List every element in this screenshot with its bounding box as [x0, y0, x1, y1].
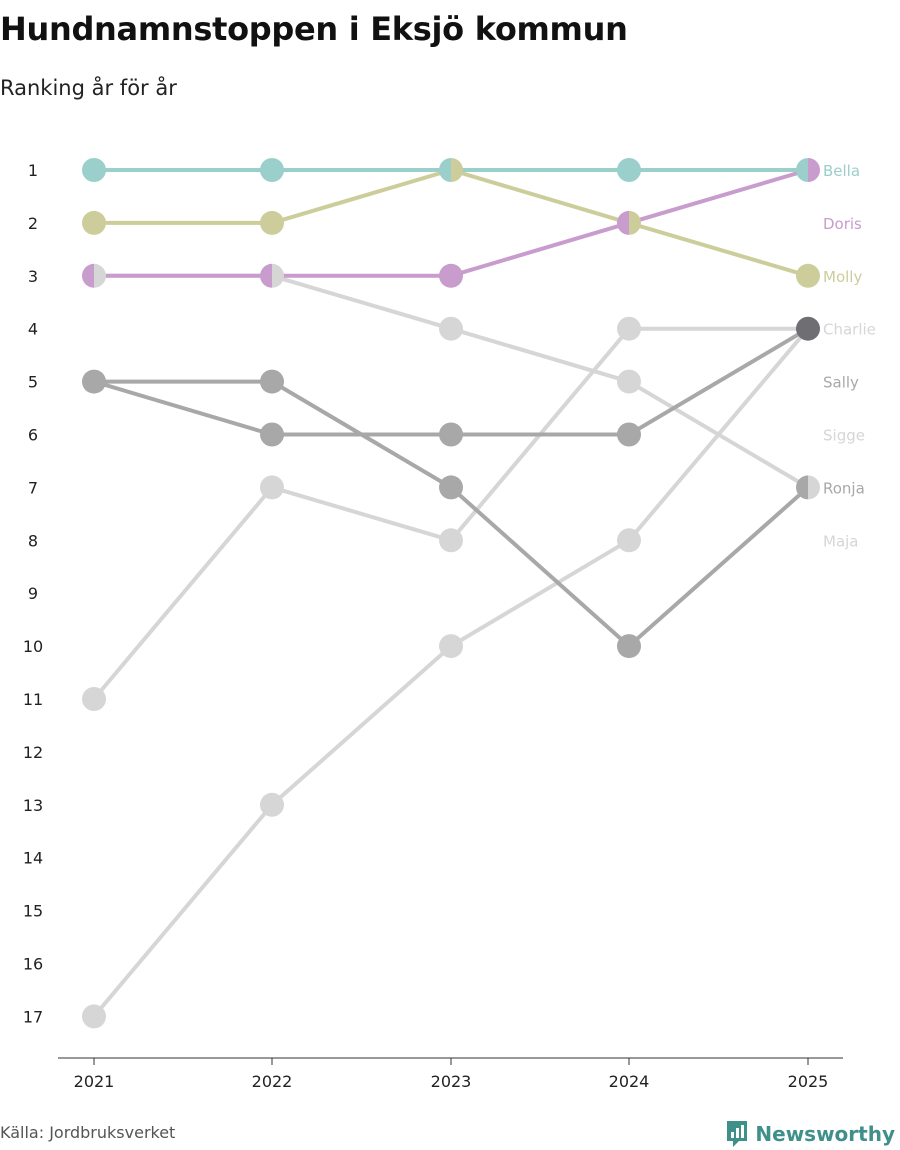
- point-sigge: [617, 316, 641, 341]
- x-tick-label: 2025: [788, 1072, 829, 1091]
- series-line-molly: [92, 168, 810, 278]
- y-tick-label: 3: [28, 267, 38, 286]
- end-label-sigge: Sigge: [823, 427, 865, 445]
- point-charlie: [260, 792, 284, 817]
- end-label-charlie: Charlie: [823, 321, 876, 339]
- point-maja: [94, 263, 107, 288]
- end-label-bella: Bella: [823, 162, 860, 180]
- point-doris: [439, 263, 463, 288]
- end-label-molly: Molly: [823, 268, 862, 286]
- point-molly: [451, 158, 463, 182]
- x-tick-label: 2024: [609, 1072, 650, 1091]
- point-sally: [82, 369, 106, 394]
- end-label-ronja: Ronja: [823, 479, 865, 497]
- point-ronja: [796, 475, 808, 500]
- end-label-maja: Maja: [823, 532, 859, 550]
- y-tick-label: 10: [23, 637, 43, 656]
- point-charlie: [82, 1004, 106, 1029]
- point-doris: [808, 158, 820, 182]
- series-lines: [92, 168, 810, 1019]
- x-tick-label: 2021: [74, 1072, 115, 1091]
- x-axis: 2021 2022 2023 2024 2025: [58, 1057, 843, 1091]
- y-tick-label: 1: [28, 161, 38, 180]
- point-bella: [617, 158, 641, 182]
- newsworthy-logo-icon: [727, 1121, 748, 1147]
- point-maja: [808, 475, 820, 500]
- point-charlie: [617, 528, 641, 553]
- point-molly: [796, 263, 820, 288]
- point-sally: [260, 422, 284, 447]
- end-labels: Bella Doris Molly Charlie Sally Sigge Ronja Maj…: [823, 162, 876, 550]
- end-label-sally: Sally: [823, 374, 859, 392]
- point-bella: [260, 158, 284, 182]
- point-molly: [629, 210, 641, 235]
- point-sigge: [439, 528, 463, 553]
- point-doris: [82, 263, 94, 288]
- y-tick-label: 7: [28, 478, 38, 497]
- y-tick-label: 14: [23, 849, 43, 868]
- point-ronja: [260, 369, 284, 394]
- chart-subtitle: Ranking år för år: [0, 76, 177, 100]
- y-tick-label: 8: [28, 531, 38, 550]
- point-bella: [439, 158, 451, 182]
- y-tick-label: 5: [28, 373, 38, 392]
- brand-name: Newsworthy: [755, 1122, 895, 1146]
- point-molly: [260, 210, 284, 235]
- point-doris: [617, 210, 629, 235]
- series-line-ronja: [92, 379, 810, 649]
- point-molly: [82, 210, 106, 235]
- end-label-doris: Doris: [823, 215, 862, 233]
- chart-title: Hundnamnstoppen i Eksjö kommun: [0, 10, 628, 48]
- x-tick-label: 2023: [431, 1072, 472, 1091]
- point-ronja: [617, 634, 641, 659]
- point-sally: [617, 422, 641, 447]
- source-note: Källa: Jordbruksverket: [0, 1123, 176, 1142]
- point-maja: [617, 369, 641, 394]
- point-bella: [82, 158, 106, 182]
- y-tick-label: 15: [23, 902, 43, 921]
- point-overlap: [796, 316, 820, 341]
- point-maja: [439, 316, 463, 341]
- y-tick-label: 6: [28, 426, 38, 445]
- y-tick-label: 9: [28, 584, 38, 603]
- x-tick-label: 2022: [252, 1072, 293, 1091]
- point-sigge: [260, 475, 284, 500]
- y-tick-label: 2: [28, 214, 38, 233]
- y-tick-label: 12: [23, 743, 43, 762]
- y-tick-label: 17: [23, 1007, 43, 1026]
- y-tick-label: 4: [28, 320, 38, 339]
- y-tick-label: 16: [23, 955, 43, 974]
- point-sigge: [82, 687, 106, 711]
- series-points: [82, 158, 820, 1029]
- point-sally: [439, 422, 463, 447]
- brand-logo[interactable]: Newsworthy: [725, 1119, 895, 1149]
- point-maja: [272, 263, 284, 288]
- point-bella: [796, 158, 808, 182]
- y-tick-label: 11: [23, 690, 43, 709]
- point-ronja: [439, 475, 463, 500]
- y-tick-label: 13: [23, 796, 43, 815]
- point-charlie: [439, 634, 463, 659]
- point-doris: [260, 263, 272, 288]
